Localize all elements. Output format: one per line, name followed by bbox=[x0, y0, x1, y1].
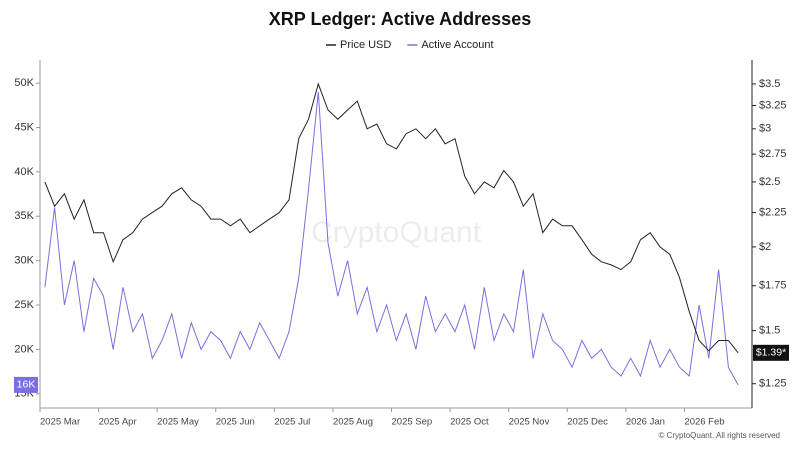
y-tick-label: 45K bbox=[14, 121, 34, 133]
y2-tick-label: $3 bbox=[759, 123, 771, 135]
x-tick-label: 2026 Jan bbox=[626, 417, 665, 428]
y2-tick-label: $3.25 bbox=[759, 99, 787, 111]
y-tick-label: 35K bbox=[14, 210, 34, 222]
y2-tick-label: $2.25 bbox=[759, 206, 787, 218]
copyright: © CryptoQuant. All rights reserved bbox=[659, 431, 781, 440]
y2-tick-label: $2 bbox=[759, 241, 771, 253]
y2-tick-label: $1.25 bbox=[759, 378, 787, 390]
y2-tick-label: $3.5 bbox=[759, 78, 780, 90]
x-tick-label: 2025 Dec bbox=[567, 417, 608, 428]
y2-tick-label: $2.5 bbox=[759, 176, 780, 188]
x-tick-label: 2025 Sep bbox=[392, 417, 433, 428]
x-tick-label: 2025 Oct bbox=[450, 417, 489, 428]
x-tick-label: 2026 Feb bbox=[684, 417, 724, 428]
y2-tick-label: $1.5 bbox=[759, 325, 780, 337]
y2-tick-label: $1.75 bbox=[759, 280, 787, 292]
y-tick-label: 50K bbox=[14, 77, 34, 89]
legend-label: Price USD bbox=[340, 39, 391, 51]
x-tick-label: 2025 May bbox=[157, 417, 199, 428]
current-value-badge bbox=[753, 344, 789, 361]
current-value-badge bbox=[14, 376, 38, 393]
x-tick-label: 2025 Jun bbox=[216, 417, 255, 428]
watermark: CryptoQuant bbox=[311, 216, 482, 249]
y-tick-label: 40K bbox=[14, 166, 34, 178]
y2-tick-label: $2.75 bbox=[759, 148, 787, 160]
x-tick-label: 2025 Jul bbox=[274, 417, 310, 428]
y-tick-label: 20K bbox=[14, 343, 34, 355]
chart-title: XRP Ledger: Active Addresses bbox=[269, 9, 531, 29]
legend-label: Active Account bbox=[421, 39, 493, 51]
y-tick-label: 25K bbox=[14, 299, 34, 311]
x-tick-label: 2025 Apr bbox=[99, 417, 137, 428]
current-value-label: 16K bbox=[17, 379, 36, 391]
legend: Price USD Active Account bbox=[326, 39, 494, 51]
current-value-label: $1.39* bbox=[756, 347, 786, 359]
y-tick-label: 30K bbox=[14, 255, 34, 267]
series-line bbox=[44, 91, 739, 386]
x-tick-label: 2025 Aug bbox=[333, 417, 373, 428]
series-line bbox=[44, 82, 739, 354]
x-tick-label: 2025 Nov bbox=[509, 417, 550, 428]
x-tick-label: 2025 Mar bbox=[40, 417, 80, 428]
